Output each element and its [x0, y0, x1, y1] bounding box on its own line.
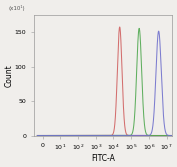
Text: (x10¹): (x10¹)	[9, 5, 26, 11]
X-axis label: FITC-A: FITC-A	[91, 154, 115, 163]
Y-axis label: Count: Count	[4, 64, 13, 87]
